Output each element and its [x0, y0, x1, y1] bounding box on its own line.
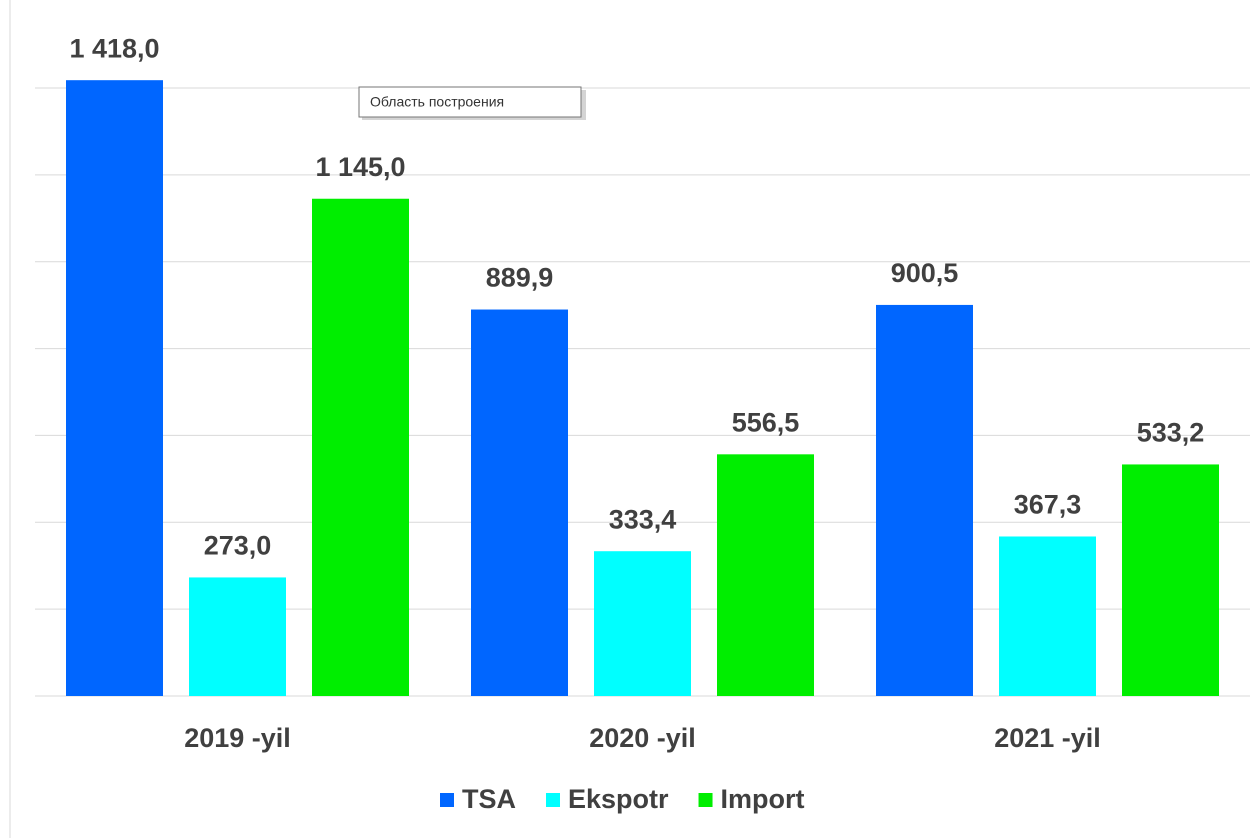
- bar: [471, 309, 568, 696]
- x-tick-label: 2019 -yil: [184, 723, 291, 753]
- data-label: 1 418,0: [69, 33, 159, 63]
- data-label: 273,0: [204, 531, 272, 561]
- tooltip: Область построения: [358, 86, 586, 120]
- bar: [1122, 464, 1219, 696]
- data-label: 889,9: [486, 263, 554, 293]
- data-label: 556,5: [732, 407, 800, 437]
- legend: TSA Ekspotr Import: [440, 784, 805, 814]
- legend-label: Import: [721, 784, 805, 814]
- tooltip-box: [358, 86, 582, 118]
- tooltip-text: Область построения: [370, 94, 504, 110]
- bar: [594, 551, 691, 696]
- legend-swatch: [440, 793, 454, 807]
- data-label: 533,2: [1137, 418, 1205, 448]
- data-label: 1 145,0: [315, 152, 405, 182]
- legend-swatch: [698, 793, 713, 807]
- data-label: 367,3: [1014, 490, 1082, 520]
- legend-label: Ekspotr: [568, 784, 669, 814]
- x-tick-label: 2020 -yil: [589, 723, 696, 753]
- bar: [66, 80, 163, 696]
- legend-label: TSA: [462, 784, 516, 814]
- bar: [999, 536, 1096, 696]
- data-label: 333,4: [609, 504, 677, 534]
- x-tick-label: 2021 -yil: [994, 723, 1101, 753]
- data-label: 900,5: [891, 258, 959, 288]
- bar: [189, 577, 286, 696]
- bar: [312, 198, 409, 696]
- bar: [717, 454, 814, 696]
- bar: [876, 304, 973, 696]
- legend-swatch: [546, 793, 560, 807]
